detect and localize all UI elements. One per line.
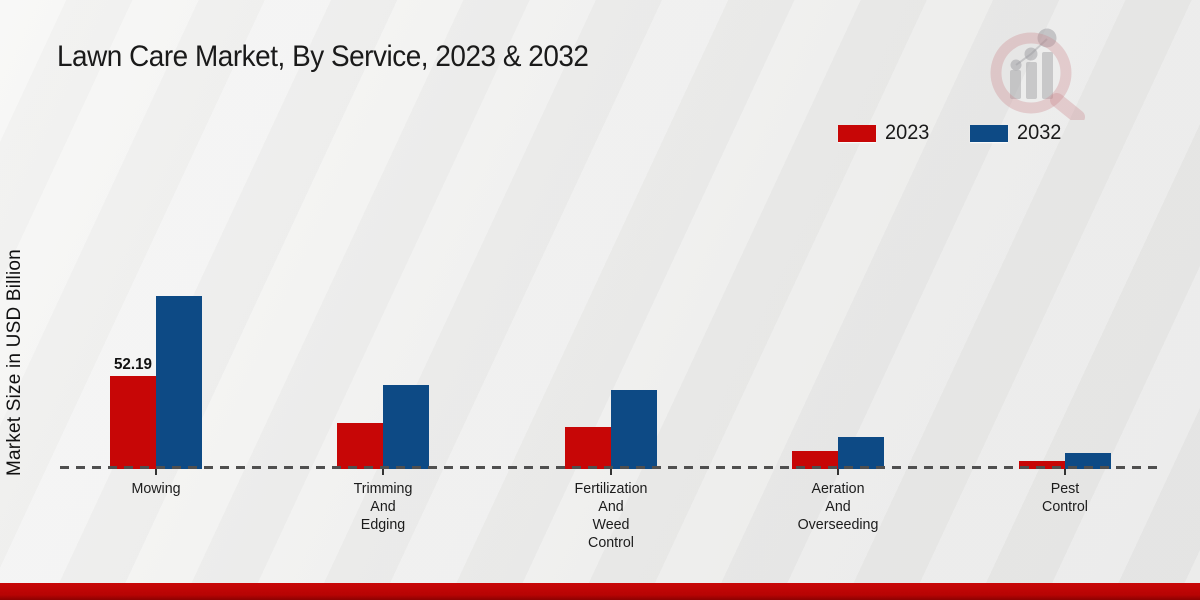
bar-2032-trimming-and-edging xyxy=(383,385,430,469)
chart-title: Lawn Care Market, By Service, 2023 & 203… xyxy=(57,40,589,73)
x-tick-trimming-and-edging xyxy=(382,469,385,475)
bar-2023-pest-control xyxy=(1019,461,1065,469)
category-label-pest-control: Pest Control xyxy=(1042,480,1088,515)
legend-swatch-2032 xyxy=(969,124,1008,142)
bar-2032-aeration-and-overseeding xyxy=(837,436,884,469)
bar-2023-fertilization-and-weed-control xyxy=(564,426,611,469)
category-label-aeration-and-overseeding: Aeration And Overseeding xyxy=(797,480,879,533)
bar-2023-mowing xyxy=(110,376,156,469)
legend-swatch-2023 xyxy=(838,124,876,142)
market-research-magnifier-logo xyxy=(990,28,1085,120)
x-tick-pest-control xyxy=(1064,469,1066,475)
footer-red-bar xyxy=(0,583,1200,600)
x-tick-mowing xyxy=(155,469,157,475)
x-axis-dashed-line xyxy=(60,466,1157,469)
bar-2023-trimming-and-edging xyxy=(337,423,384,469)
bar-2023-aeration-and-overseeding xyxy=(791,451,838,469)
x-tick-aeration-and-overseeding xyxy=(836,469,839,475)
category-label-fertilization-and-weed-control: Fertilization And Weed Control xyxy=(574,480,647,551)
data-label-2023-mowing: 52.19 xyxy=(113,356,153,373)
legend-item-2023: 2023 xyxy=(838,121,932,145)
x-tick-fertilization-and-weed-control xyxy=(609,469,612,475)
category-label-mowing: Mowing xyxy=(131,480,181,497)
legend-label-2032: 2032 xyxy=(1016,121,1062,144)
category-label-trimming-and-edging: Trimming And Edging xyxy=(353,480,413,533)
bar-2032-pest-control xyxy=(1065,453,1111,469)
legend-item-2032: 2032 xyxy=(969,121,1064,145)
legend-label-2023: 2023 xyxy=(885,121,930,144)
legend: 2023 2032 xyxy=(838,121,1063,145)
bar-2032-fertilization-and-weed-control xyxy=(610,390,657,469)
bar-2032-mowing xyxy=(156,296,202,469)
